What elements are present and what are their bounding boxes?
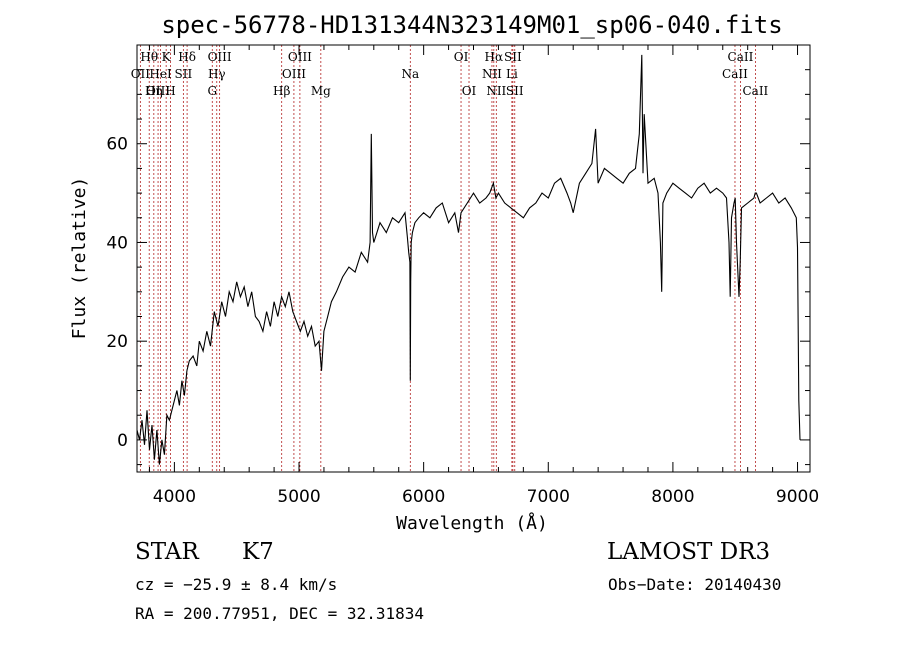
spectral-line-label: OI — [462, 84, 477, 98]
x-tick-label: 7000 — [527, 487, 570, 507]
survey-label: LAMOST DR3 — [607, 539, 771, 565]
spectral-line-label: CaII — [742, 84, 768, 98]
spectral-line-label: HeI — [149, 67, 172, 81]
spectral-line-label: OIII — [208, 50, 232, 64]
spectrum-line — [136, 54, 801, 465]
y-tick-label: 20 — [106, 332, 128, 352]
coordinates-readout: RA = 200.77951, DEC = 32.31834 — [135, 604, 424, 623]
spectral-line-label: OIII — [282, 67, 306, 81]
spectral-line-label: NII — [482, 67, 502, 81]
x-axis-label: Wavelength (Å) — [396, 512, 548, 534]
spectral-line-label: SII — [175, 67, 193, 81]
y-tick-label: 40 — [106, 233, 128, 253]
x-tick-label: 8000 — [651, 487, 694, 507]
spectral-line-label: Hη — [145, 84, 163, 98]
spectral-line-label: H — [165, 84, 175, 98]
spectral-line-label: CaII — [728, 50, 754, 64]
x-tick-label: 4000 — [153, 487, 196, 507]
spectral-line-label: Hγ — [208, 67, 226, 81]
spectral-line-label: SII — [504, 50, 522, 64]
y-tick-label: 0 — [117, 431, 128, 451]
subclass-label: K7 — [242, 539, 274, 565]
spectral-line-label: Hθ — [140, 50, 158, 64]
plot-frame — [136, 44, 811, 473]
spectral-line-label: OII — [131, 67, 151, 81]
spectral-line-label: CaII — [722, 67, 748, 81]
x-tick-label: 5000 — [277, 487, 320, 507]
spectral-line-label: OIII — [146, 84, 170, 98]
y-axis: 0 20 40 60 — [106, 44, 810, 466]
spectral-line-label: G — [207, 84, 217, 98]
y-tick-label: 60 — [106, 135, 128, 155]
spectral-line-label: NII — [486, 84, 506, 98]
spectral-line-label: SII — [506, 84, 524, 98]
spectral-line-label: Na — [401, 67, 419, 81]
class-label: STAR — [135, 539, 199, 565]
spectral-line-label: Hβ — [273, 84, 290, 98]
spectral-line-label: OI — [454, 50, 469, 64]
spectral-line-label: OIII — [288, 50, 312, 64]
spectral-line-label: K — [162, 50, 172, 64]
y-axis-label: Flux (relative) — [69, 177, 90, 340]
spectral-line-label: Mg — [311, 84, 331, 98]
spectral-line-markers — [139, 45, 756, 472]
spectral-line-label: Li — [506, 67, 518, 81]
x-tick-label: 6000 — [402, 487, 445, 507]
obs-date-readout: Obs−Date: 20140430 — [608, 575, 782, 594]
x-axis: 4000 5000 6000 7000 8000 9000 — [148, 45, 819, 507]
spectral-line-label: Hδ — [178, 50, 196, 64]
x-tick-label: 9000 — [776, 487, 819, 507]
spectral-line-label: Hα — [485, 50, 504, 64]
redshift-readout: cz = −25.9 ± 8.4 km/s — [135, 575, 338, 594]
chart-title: spec-56778-HD131344N323149M01_sp06-040.f… — [161, 11, 782, 39]
